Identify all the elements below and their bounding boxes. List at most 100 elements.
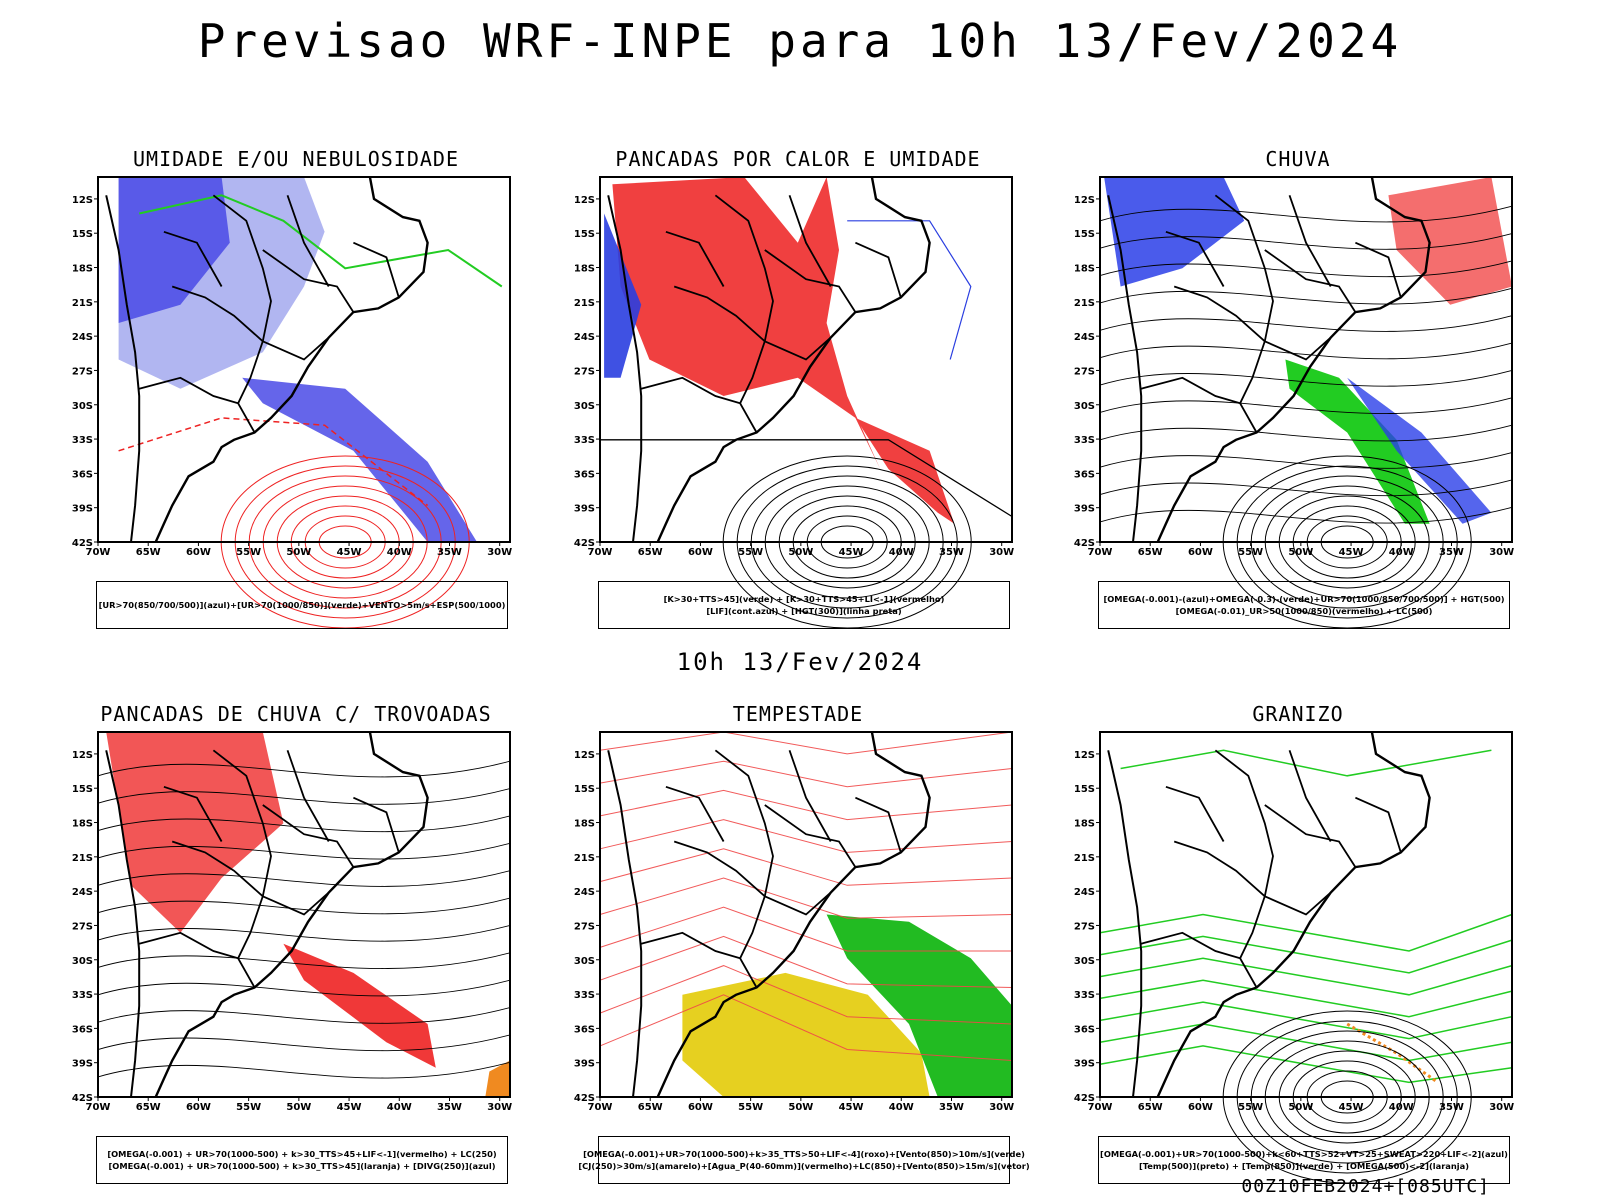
y-tick-label: 39S — [1074, 504, 1095, 515]
x-tick-label: 30W — [487, 1102, 512, 1113]
caption-line-2: [CJ(250)>30m/s](amarelo)+[Agua_P(40-60mm… — [578, 1161, 1030, 1171]
x-tick-label: 50W — [1288, 547, 1313, 558]
west-coastline — [1107, 750, 1143, 1098]
x-tick-label: 60W — [688, 1102, 713, 1113]
water-vapour-contour — [599, 848, 1013, 886]
x-tick-label: 65W — [136, 1102, 161, 1113]
caption-line-1: [OMEGA(-0.001) + UR>70(1000-500) + k>30_… — [107, 1149, 497, 1159]
plot-frame — [1099, 731, 1513, 1098]
x-tick-label: 70W — [86, 547, 111, 558]
border-line — [1264, 891, 1332, 916]
border-line — [262, 249, 355, 313]
border-line — [1165, 785, 1225, 842]
caption-line-1: [OMEGA(-0.001)+UR>70(1000-500)+k>35_TTS>… — [583, 1149, 1025, 1159]
y-tick-label: 15S — [574, 784, 595, 795]
streamline — [1099, 506, 1513, 524]
y-tick-label: 30S — [574, 401, 595, 412]
streamline — [97, 1061, 511, 1079]
panel-title: PANCADAS DE CHUVA C/ TROVOADAS — [100, 702, 492, 726]
x-tick-label: 65W — [1138, 1102, 1163, 1113]
y-tick-label: 21S — [72, 853, 93, 864]
panel-granizo: GRANIZO 70W 65W 60W 55W 50W 45W 40W 35W 30W 12S 15… — [1074, 702, 1518, 1184]
shaded-fields — [599, 731, 1013, 1097]
panel-title: UMIDADE E/OU NEBULOSIDADE — [132, 147, 460, 171]
y-tick-label: 18S — [72, 264, 93, 275]
shaded-fields — [106, 732, 510, 1097]
page-title: Previsao WRF-INPE para 10h 13/Fev/2024 — [197, 14, 1403, 68]
y-tick-label: 27S — [574, 921, 595, 932]
y-tick-label: 27S — [574, 366, 595, 377]
caption-line-2: [OMEGA(-0.01)_UR>50(1000/850)(vermelho) … — [1175, 606, 1433, 616]
x-tick-label: 30W — [487, 547, 512, 558]
panel-tempestade: TEMPESTADE 70W 65W 60W 55W 50W 45W 40W 35W 30W 12… — [574, 702, 1030, 1184]
water-vapour-contour — [599, 819, 1013, 853]
border-line — [764, 891, 832, 916]
panel-pancadas-calor: PANCADAS POR CALOR E UMIDADE 70W 65W 60W 55… — [574, 147, 1018, 629]
x-tick-label: 30W — [1489, 547, 1514, 558]
y-tick-label: 39S — [72, 1059, 93, 1070]
map-umidade: 70W 65W 60W 55W 50W 45W 40W 35W 30W 12S 15S 18S 21S 2… — [72, 176, 512, 629]
border-line — [788, 195, 832, 287]
border-line — [212, 749, 272, 959]
y-tick-label: 24S — [72, 332, 93, 343]
west-coastline — [105, 195, 141, 543]
red-rain-area — [1388, 177, 1512, 305]
temp-850-contour — [1120, 749, 1492, 777]
shaded-fields — [1099, 749, 1513, 1084]
y-tick-label: 24S — [574, 332, 595, 343]
streamline — [97, 952, 511, 969]
map-tempestade: 70W 65W 60W 55W 50W 45W 40W 35W 30W 12S 15S 18S 21S 2… — [574, 731, 1014, 1113]
y-tick-label: 42S — [574, 1093, 595, 1104]
y-tick-label: 42S — [72, 1093, 93, 1104]
x-tick-label: 45W — [337, 547, 362, 558]
map-trovoadas: 70W 65W 60W 55W 50W 45W 40W 35W 30W 12S 15S 18S 21S 2… — [72, 731, 512, 1113]
y-tick-label: 21S — [574, 298, 595, 309]
omega-green-band — [1285, 359, 1430, 524]
x-tick-label: 35W — [939, 1102, 964, 1113]
temp-850-contour — [1099, 935, 1513, 974]
border-line — [855, 241, 902, 298]
upper-humidity-area — [118, 177, 230, 323]
panel-chuva: CHUVA 70W 65W 60W 55W 50W 45W 40W 35W 30W 12S 15S 1… — [1074, 147, 1518, 629]
streamline — [1099, 205, 1513, 223]
y-tick-label: 12S — [1074, 195, 1095, 206]
x-tick-label: 45W — [839, 1102, 864, 1113]
streamline — [1099, 397, 1513, 414]
x-tick-label: 35W — [437, 547, 462, 558]
y-tick-label: 15S — [72, 229, 93, 240]
x-tick-label: 30W — [989, 547, 1014, 558]
y-tick-label: 39S — [574, 1059, 595, 1070]
x-tick-label: 45W — [839, 547, 864, 558]
y-tick-label: 27S — [72, 366, 93, 377]
geography — [1107, 731, 1431, 1098]
border-line — [1140, 931, 1258, 988]
temp-850-contour — [1099, 979, 1513, 1018]
temp-850-contour — [1099, 1001, 1513, 1040]
convective-area — [612, 177, 881, 469]
y-tick-label: 33S — [72, 990, 93, 1001]
streamline — [97, 760, 511, 778]
map-granizo: 70W 65W 60W 55W 50W 45W 40W 35W 30W 12S 15S 18S 21S 2… — [1074, 731, 1514, 1184]
streamline — [97, 925, 511, 942]
plot-frame — [97, 731, 511, 1098]
x-tick-label: 60W — [688, 547, 713, 558]
y-tick-label: 24S — [1074, 887, 1095, 898]
thunderstorm-area — [106, 732, 284, 933]
y-tick-label: 42S — [574, 538, 595, 549]
low-humidity-contour — [138, 194, 503, 288]
y-tick-label: 24S — [72, 887, 93, 898]
streamline — [97, 842, 511, 860]
border-line — [1214, 194, 1274, 404]
y-tick-label: 33S — [1074, 435, 1095, 446]
x-tick-label: 35W — [437, 1102, 462, 1113]
border-line — [673, 840, 766, 897]
y-tick-label: 30S — [1074, 401, 1095, 412]
water-vapour-contour — [599, 877, 1013, 919]
y-tick-label: 18S — [1074, 819, 1095, 830]
x-tick-label: 70W — [1088, 547, 1113, 558]
y-tick-label: 21S — [574, 853, 595, 864]
panel-title: CHUVA — [1265, 147, 1331, 171]
temp-850-contour — [1099, 1045, 1513, 1084]
y-tick-label: 12S — [72, 195, 93, 206]
streamline — [1099, 287, 1513, 305]
